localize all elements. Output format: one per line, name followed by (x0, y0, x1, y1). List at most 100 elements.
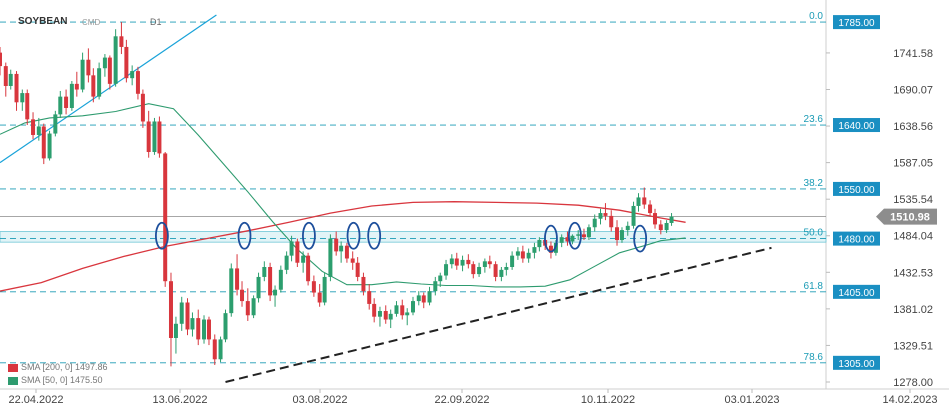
candle-body[interactable] (25, 93, 30, 120)
candle-body[interactable] (20, 93, 25, 103)
candle-body[interactable] (504, 267, 509, 270)
candle-body[interactable] (31, 119, 36, 135)
candle-body[interactable] (487, 261, 492, 265)
candle-body[interactable] (609, 215, 614, 228)
candle-body[interactable] (526, 252, 531, 259)
candle-body[interactable] (168, 281, 173, 338)
candle-body[interactable] (444, 264, 449, 276)
candle-body[interactable] (510, 255, 515, 268)
candle-body[interactable] (190, 318, 195, 330)
candle-body[interactable] (41, 126, 46, 159)
highlight-marker[interactable] (544, 224, 558, 253)
candle-body[interactable] (636, 197, 641, 206)
candle-body[interactable] (619, 230, 624, 241)
candle-body[interactable] (268, 267, 273, 296)
candle-body[interactable] (107, 57, 112, 84)
candle-body[interactable] (262, 267, 267, 277)
candle-body[interactable] (223, 313, 228, 340)
candle-body[interactable] (135, 71, 140, 94)
candle-body[interactable] (377, 311, 382, 317)
candle-body[interactable] (642, 197, 647, 205)
candle-body[interactable] (664, 222, 669, 231)
legend-sma200[interactable]: SMA [200, 0] 1497.86 (8, 362, 108, 372)
highlight-marker[interactable] (237, 221, 252, 250)
candle-body[interactable] (537, 240, 542, 248)
candle-body[interactable] (102, 57, 107, 69)
candle-body[interactable] (64, 96, 69, 108)
candle-body[interactable] (58, 96, 63, 115)
candle-body[interactable] (570, 235, 575, 242)
candle-body[interactable] (240, 289, 245, 302)
candle-body[interactable] (658, 224, 663, 231)
candle-body[interactable] (146, 121, 151, 153)
candle-body[interactable] (311, 281, 316, 293)
candle-body[interactable] (334, 238, 339, 252)
candle-body[interactable] (124, 46, 129, 79)
candle-body[interactable] (454, 258, 459, 266)
candle-body[interactable] (229, 268, 234, 314)
candle-body[interactable] (565, 237, 570, 242)
candle-body[interactable] (361, 276, 366, 292)
candle-body[interactable] (648, 204, 653, 214)
candle-body[interactable] (372, 303, 377, 317)
candle-body[interactable] (235, 268, 240, 290)
candle-body[interactable] (482, 261, 487, 268)
candle-body[interactable] (53, 114, 58, 134)
candle-body[interactable] (400, 305, 405, 316)
candle-body[interactable] (493, 264, 498, 277)
sma200-line[interactable] (0, 201, 686, 292)
candle-body[interactable] (196, 318, 201, 340)
candle-body[interactable] (113, 36, 118, 84)
candle-body[interactable] (3, 66, 8, 86)
candle-body[interactable] (218, 339, 223, 360)
candle-body[interactable] (86, 59, 91, 76)
candle-body[interactable] (328, 238, 333, 277)
candle-body[interactable] (355, 262, 360, 277)
candle-body[interactable] (36, 126, 41, 135)
candle-body[interactable] (405, 312, 410, 316)
candle-body[interactable] (411, 301, 415, 313)
candle-body[interactable] (284, 255, 289, 270)
candle-body[interactable] (631, 205, 636, 226)
candle-body[interactable] (173, 323, 178, 338)
candle-body[interactable] (301, 255, 306, 263)
candle-body[interactable] (206, 319, 211, 340)
candle-body[interactable] (152, 121, 157, 153)
candle-body[interactable] (460, 259, 465, 266)
candle-body[interactable] (322, 276, 327, 303)
candle-body[interactable] (8, 73, 13, 86)
highlight-marker[interactable] (633, 224, 648, 253)
candle-body[interactable] (581, 234, 586, 238)
candle-body[interactable] (179, 302, 184, 324)
candle-body[interactable] (438, 275, 443, 282)
candle-body[interactable] (0, 52, 2, 67)
candle-body[interactable] (339, 245, 344, 252)
highlight-marker[interactable] (567, 221, 582, 250)
instrument-type-label[interactable]: CMD (82, 18, 101, 27)
trendline-ascending-support[interactable] (225, 246, 772, 383)
candle-body[interactable] (47, 133, 52, 159)
candle-body[interactable] (306, 255, 311, 282)
candle-body[interactable] (74, 83, 79, 90)
candle-body[interactable] (653, 213, 658, 225)
candle-body[interactable] (394, 305, 399, 314)
candle-body[interactable] (520, 251, 525, 259)
trendline-uptrend-2022[interactable] (0, 14, 217, 164)
highlight-marker[interactable] (302, 221, 316, 250)
candle-body[interactable] (273, 289, 278, 296)
candle-body[interactable] (471, 264, 476, 275)
highlight-marker[interactable] (154, 221, 169, 250)
candle-body[interactable] (669, 216, 674, 223)
candle-body[interactable] (499, 269, 504, 277)
candle-body[interactable] (119, 36, 124, 47)
candle-body[interactable] (295, 241, 300, 263)
candle-body[interactable] (163, 153, 168, 282)
candle-body[interactable] (532, 247, 537, 253)
candle-body[interactable] (449, 258, 454, 265)
candle-body[interactable] (69, 83, 74, 108)
candle-body[interactable] (603, 213, 608, 216)
candle-body[interactable] (278, 269, 283, 290)
highlight-marker[interactable] (346, 221, 361, 250)
candle-body[interactable] (466, 259, 471, 265)
